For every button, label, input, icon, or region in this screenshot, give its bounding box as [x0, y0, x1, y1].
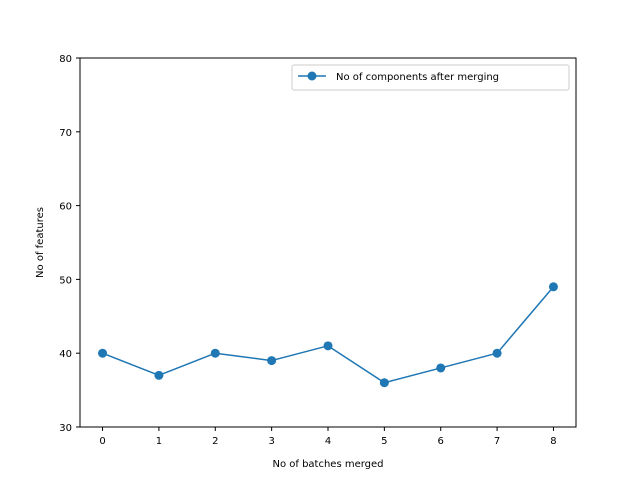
- y-tick-label: 40: [59, 349, 72, 360]
- y-tick-label: 50: [59, 275, 72, 286]
- data-point: [492, 348, 502, 358]
- x-tick-label: 7: [494, 436, 500, 447]
- data-point: [323, 341, 333, 351]
- x-tick-label: 4: [325, 436, 331, 447]
- x-tick-label: 2: [212, 436, 218, 447]
- x-tick-label: 0: [99, 436, 105, 447]
- y-tick-label: 60: [59, 202, 72, 213]
- legend-marker-swatch: [307, 71, 317, 81]
- x-axis-label: No of batches merged: [272, 459, 383, 470]
- x-tick-label: 3: [268, 436, 274, 447]
- data-point: [548, 282, 558, 292]
- data-point: [154, 370, 164, 380]
- x-axis: 0 1 2 3 4 5 6 7 8: [99, 427, 557, 447]
- y-axis: 30 40 50 60 70 80: [59, 54, 80, 434]
- data-point: [379, 378, 389, 388]
- x-tick-label: 6: [438, 436, 444, 447]
- data-point: [267, 356, 277, 366]
- data-point: [98, 348, 108, 358]
- x-tick-label: 1: [156, 436, 162, 447]
- x-tick-label: 5: [381, 436, 387, 447]
- y-tick-label: 70: [59, 128, 72, 139]
- legend-series-label: No of components after merging: [336, 72, 499, 83]
- series-layer: [98, 282, 558, 388]
- x-tick-label: 8: [550, 436, 556, 447]
- y-tick-label: 30: [59, 423, 72, 434]
- data-point: [210, 348, 220, 358]
- y-tick-label: 80: [59, 54, 72, 65]
- data-point: [436, 363, 446, 373]
- legend: No of components after merging: [291, 64, 570, 91]
- y-axis-label: No of features: [35, 207, 46, 278]
- legend-box: [291, 64, 570, 91]
